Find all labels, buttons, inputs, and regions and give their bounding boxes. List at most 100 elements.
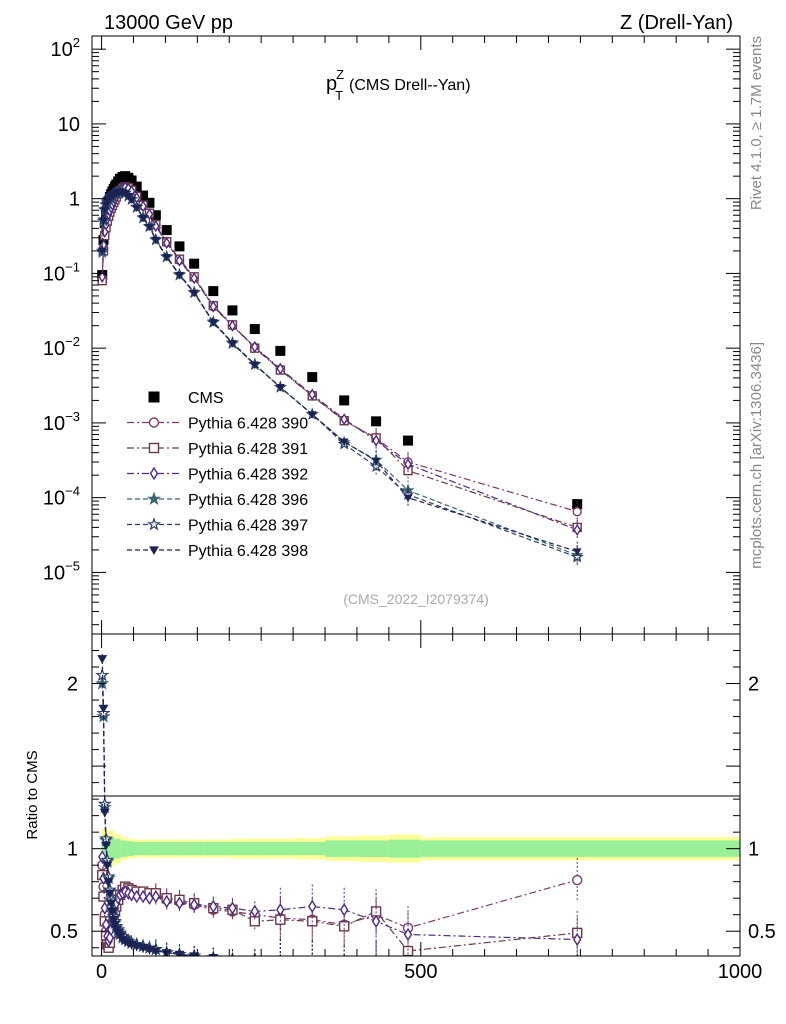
ratio-data-point (99, 808, 110, 818)
ratio-band-green-segment (120, 840, 128, 857)
ratio-band-green-segment (133, 842, 147, 856)
main-data-point (98, 270, 107, 283)
ratio-data-point (572, 973, 583, 983)
legend-marker (148, 417, 160, 428)
ratio-data-point (403, 927, 413, 942)
main-data-point (228, 340, 237, 348)
ratio-band-green-segment (107, 837, 115, 861)
main-data-point (162, 253, 172, 262)
legend-label: Pythia 6.428 398 (188, 543, 308, 560)
main-series-0 (97, 171, 583, 510)
ratio-band-green-segment (159, 842, 179, 856)
legend-marker (146, 491, 162, 506)
ratio-data-point (151, 889, 161, 904)
main-series-line (101, 186, 578, 513)
ratio-data-point (375, 955, 377, 956)
legend-item[interactable]: CMS (148, 390, 224, 407)
main-data-point (189, 289, 199, 298)
legend-marker (149, 466, 159, 481)
legend-item[interactable]: Pythia 6.428 396 (127, 491, 308, 509)
ratio-data-point (104, 889, 115, 899)
main-ytick-label: 10−2 (43, 334, 80, 360)
ratio-band-green-segment (178, 842, 204, 856)
ratio-band-green-segment (127, 841, 134, 857)
main-data-point (307, 411, 317, 419)
main-data-point (144, 197, 155, 208)
ytick-label-base: 10 (51, 39, 73, 61)
legend-item[interactable]: Pythia 6.428 397 (127, 517, 308, 535)
main-ytick-label: 1 (69, 189, 80, 211)
plot-title-subscript: T (335, 88, 343, 103)
ratio-series-line (101, 683, 201, 956)
ratio-data-point (97, 655, 108, 664)
main-data-point (307, 372, 318, 383)
legend-label: Pythia 6.428 391 (188, 441, 308, 458)
main-series-2 (97, 182, 582, 538)
ratio-series-1 (97, 869, 583, 956)
legend-item[interactable]: Pythia 6.428 392 (127, 467, 308, 484)
ytick-label-base: 10 (43, 562, 65, 584)
ratio-data-point (371, 961, 381, 970)
ratio-data-point (307, 959, 317, 968)
ratio-data-point (98, 704, 109, 714)
main-data-point (573, 523, 582, 537)
main-data-point (250, 340, 259, 354)
legend-item[interactable]: Pythia 6.428 390 (127, 416, 308, 433)
main-series-6 (97, 188, 582, 562)
ratio-data-point (275, 957, 285, 966)
main-data-point (572, 506, 582, 517)
ytick-label-exponent: −1 (65, 259, 80, 274)
ratio-data-point (132, 889, 141, 904)
legend-label: Pythia 6.428 397 (188, 518, 308, 535)
main-ytick-label: 10−3 (43, 409, 80, 435)
legend-item[interactable]: Pythia 6.428 398 (127, 543, 308, 560)
main-data-point (189, 258, 200, 269)
legend-label: CMS (188, 390, 224, 407)
ratio-data-point (145, 891, 154, 905)
main-ytick-label: 10−4 (43, 484, 80, 510)
ytick-label-exponent: −2 (65, 334, 80, 349)
ytick-label-exponent: 2 (73, 35, 80, 50)
ratio-data-point (103, 878, 114, 887)
main-data-point (228, 319, 237, 332)
ratio-ytick-label-right: 2 (748, 674, 759, 696)
main-data-point (138, 190, 149, 201)
plot-title-symbol: p (326, 73, 337, 95)
main-data-point (249, 324, 260, 335)
ratio-data-point (308, 899, 317, 914)
main-data-point (126, 175, 137, 186)
ratio-data-point (162, 894, 171, 909)
xtick-label: 1000 (718, 961, 763, 983)
energy-label: 13000 GeV pp (104, 12, 233, 34)
main-series-3 (98, 181, 582, 540)
main-data-point (276, 362, 285, 375)
main-ytick-label: 102 (51, 35, 80, 61)
ratio-data-point (150, 947, 161, 956)
ytick-label-base: 10 (43, 338, 65, 360)
plot-title: pZ T (CMS Drell--Yan) (326, 67, 471, 103)
main-data-point (371, 457, 381, 466)
ratio-data-point (138, 889, 148, 904)
ytick-label-base: 10 (43, 263, 65, 285)
main-data-point (175, 271, 184, 280)
ytick-label-exponent: −3 (65, 409, 80, 424)
main-data-point (340, 413, 349, 426)
ratio-uncertainty-bands (101, 828, 740, 869)
legend[interactable]: CMS Pythia 6.428 390 Pythia 6.428 391 Pythi… (127, 390, 308, 560)
legend-marker (148, 442, 160, 454)
main-data-point (162, 236, 171, 250)
mcplots-reference-label: mcplots.cern.ch [arXiv:1306.3436] (748, 342, 765, 569)
legend-item[interactable]: Pythia 6.428 391 (127, 441, 308, 458)
ratio-data-point (572, 973, 583, 983)
ratio-data-point (573, 932, 582, 947)
ratio-ytick-label-right: 0.5 (748, 921, 776, 943)
main-data-point (99, 217, 108, 225)
main-data-point (209, 300, 218, 313)
ratio-data-point (339, 962, 350, 972)
ratio-data-point (227, 955, 238, 956)
main-data-point (403, 494, 413, 503)
ratio-data-point (249, 955, 260, 956)
ratio-series-line (101, 675, 201, 956)
